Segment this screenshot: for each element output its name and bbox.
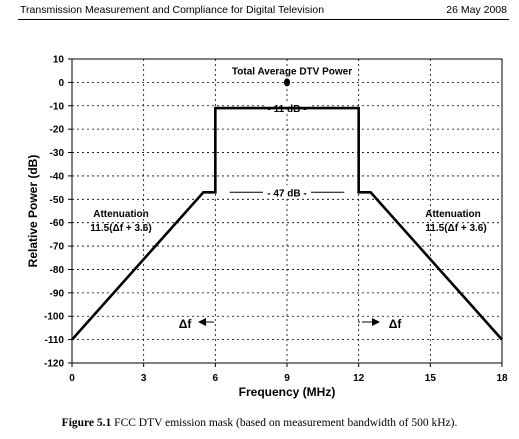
level-11-label: - 11 dB - [268, 104, 307, 115]
y-tick-label: 0 [58, 78, 64, 89]
header-rule [18, 19, 509, 20]
y-tick-label: -90 [50, 288, 65, 299]
delta-f-right-label: Δf [389, 317, 403, 331]
x-tick-label: 15 [425, 373, 437, 384]
y-tick-label: -20 [50, 125, 65, 136]
x-tick-label: 12 [353, 373, 365, 384]
delta-f-right-arrow [372, 318, 380, 326]
x-tick-label: 3 [141, 373, 147, 384]
figure-caption-text: FCC DTV emission mask (based on measurem… [114, 417, 458, 429]
attenuation-right-label: Attenuation [425, 209, 481, 220]
y-tick-label: -10 [50, 101, 65, 112]
page-header-date: 26 May 2008 [446, 4, 507, 16]
delta-f-left-label: Δf [179, 317, 193, 331]
y-tick-label: -30 [50, 148, 65, 159]
x-tick-label: 9 [284, 373, 290, 384]
x-tick-label: 0 [69, 373, 75, 384]
y-tick-label: -80 [50, 265, 65, 276]
emission-mask-line [71, 106, 503, 341]
x-tick-label: 6 [213, 373, 219, 384]
attenuation-left-formula: 11.5(Δf + 3.6) [90, 223, 151, 234]
x-axis-title: Frequency (MHz) [239, 385, 336, 399]
figure-caption-label: Figure 5.1 [61, 417, 112, 429]
y-tick-label: 10 [53, 55, 65, 66]
level-47-label-bg [263, 185, 311, 199]
y-tick-label: -40 [50, 171, 65, 182]
x-tick-label: 18 [496, 373, 508, 384]
level-47-label: - 47 dB - [267, 188, 306, 199]
y-tick-label: -50 [50, 195, 65, 206]
y-tick-label: -70 [50, 242, 65, 253]
y-tick-label: -120 [44, 359, 64, 370]
figure-caption: Figure 5.1 FCC DTV emission mask (based … [0, 417, 519, 429]
emission-mask-chart: 10 0 -10 -20 -30 -40 -50 -60 -70 -80 -90 -100 -110 -1… [26, 55, 508, 400]
total-power-label: Total Average DTV Power [232, 66, 352, 77]
delta-f-left-arrow [198, 318, 206, 326]
attenuation-left-label: Attenuation [93, 209, 149, 220]
attenuation-right-formula: 11.5(Δf + 3.6) [425, 223, 486, 234]
y-tick-label: -110 [45, 335, 65, 346]
total-power-point [284, 78, 290, 87]
y-tick-label: -60 [50, 218, 65, 229]
page-header-title: Transmission Measurement and Compliance … [20, 4, 325, 16]
y-tick-label: -100 [44, 312, 64, 323]
y-axis-title: Relative Power (dB) [26, 155, 40, 268]
